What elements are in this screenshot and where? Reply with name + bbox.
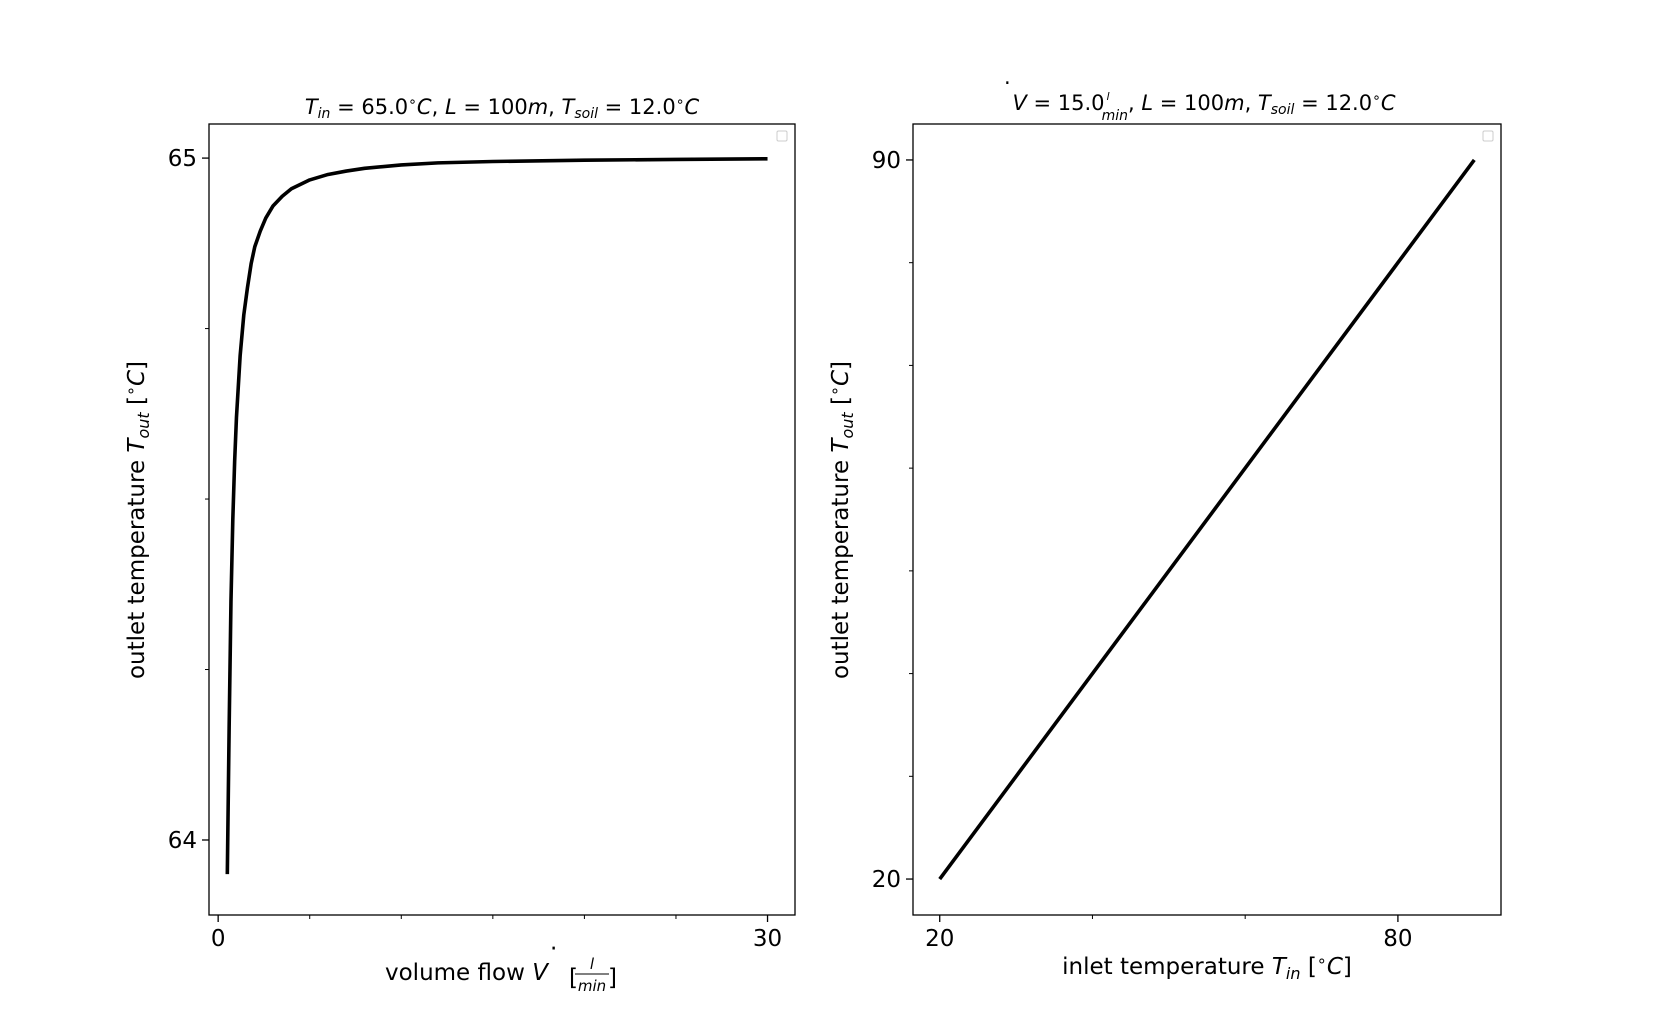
chart-left-x-tick-label-0: 0 [211,926,226,952]
svg-text:l: l [590,955,595,973]
chart-left: Tin = 65.0∘C, L = 100m, Tsoil = 12.0∘C 0… [121,94,796,995]
chart-left-y-ticks: 64 65 [168,146,209,854]
chart-left-x-axis-label-dot: · [550,936,557,962]
chart-right-y-tick-label-0: 20 [872,867,901,893]
chart-left-plot-area [208,123,796,916]
svg-text:]: ] [608,965,617,991]
chart-left-x-axis-unit: [ l min ] [569,955,617,995]
chart-right-x-axis-label: inlet temperature Tin [∘C] [1062,951,1352,983]
chart-right-y-axis-label: outlet temperature Tout [∘C] [825,361,857,679]
chart-right-x-ticks: 20 80 [925,915,1413,952]
svg-text:min: min [578,977,606,995]
svg-text:[: [ [569,965,578,991]
chart-left-x-tick-label-1: 30 [753,926,782,952]
chart-right-x-tick-label-1: 80 [1383,926,1412,952]
chart-left-y-tick-label-0: 64 [168,828,197,854]
chart-left-title: Tin = 65.0∘C, L = 100m, Tsoil = 12.0∘C [305,94,700,122]
chart-left-y-axis-label: outlet temperature Tout [∘C] [121,361,153,679]
chart-left-y-tick-label-1: 65 [168,146,197,172]
chart-right-title: V = 15.0 l min, L = 100m, Tsoil = 12.0∘C [1012,90,1395,124]
chart-right: V = 15.0 l min, L = 100m, Tsoil = 12.0∘C ·… [825,71,1502,983]
chart-right-x-tick-label-0: 20 [925,926,954,952]
chart-right-title-dot: · [1004,71,1011,95]
chart-right-y-tick-label-1: 90 [872,148,901,174]
chart-left-x-axis-label: volume flow V [385,960,550,986]
chart-left-x-ticks: 0 30 [211,915,782,952]
chart-right-series-line [938,158,1476,881]
chart-right-legend-box [1482,130,1494,142]
chart-right-plot-area [912,123,1502,916]
chart-left-legend-box [776,130,788,142]
chart-left-series-line [225,156,768,875]
